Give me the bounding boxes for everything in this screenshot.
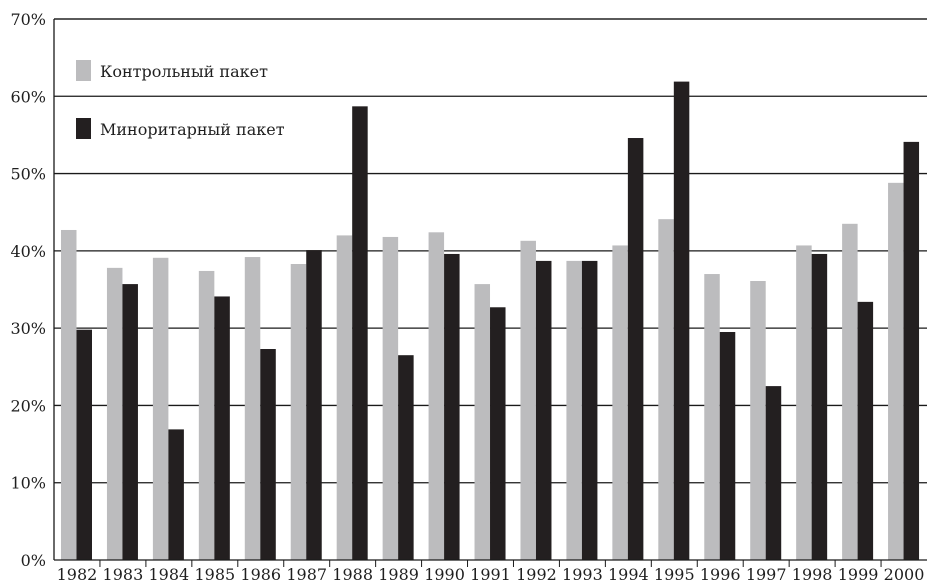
bar-control xyxy=(888,182,904,561)
bar-minority xyxy=(627,138,644,560)
legend-swatch-minority xyxy=(76,118,91,139)
y-tick-label: 20% xyxy=(10,396,46,415)
y-tick-label: 60% xyxy=(10,87,46,106)
x-tick-label: 1995 xyxy=(654,565,695,582)
axes xyxy=(53,18,927,561)
x-tick-label: 1988 xyxy=(332,565,373,582)
bar-minority xyxy=(811,253,828,560)
bar-minority xyxy=(306,250,322,560)
x-tick-label: 1982 xyxy=(57,565,98,582)
bar-minority xyxy=(214,296,230,560)
bar-control xyxy=(796,245,812,560)
x-tick-label: 1999 xyxy=(838,565,879,582)
x-axis-ticks: 1982 1983 1984 1985 1986 1987 1988 1989 1990 1991… xyxy=(57,560,925,582)
bar-control xyxy=(842,223,858,561)
bar-control xyxy=(612,245,628,560)
bar-control xyxy=(750,280,766,560)
bar-minority xyxy=(122,284,138,560)
y-tick-label: 40% xyxy=(10,242,46,261)
bar-minority xyxy=(903,141,920,561)
bar-minority xyxy=(535,260,552,560)
x-tick-label: 1998 xyxy=(792,565,833,582)
x-tick-label: 1994 xyxy=(608,565,649,582)
x-tick-label: 1985 xyxy=(194,565,235,582)
bar-control xyxy=(382,236,399,560)
x-tick-label: 1983 xyxy=(103,565,144,582)
bar-control xyxy=(520,240,536,560)
bar-control xyxy=(106,267,123,560)
bar-minority xyxy=(673,81,690,560)
bar-minority xyxy=(398,355,414,560)
x-tick-label: 1996 xyxy=(700,565,741,582)
bar-control xyxy=(658,219,674,561)
bar-minority xyxy=(490,307,506,560)
legend-label-control: Контрольный пакет xyxy=(100,62,268,81)
bar-control xyxy=(152,257,169,560)
bar-control xyxy=(61,229,77,561)
bar-control xyxy=(290,263,307,560)
bar-control xyxy=(198,270,215,560)
bar-minority xyxy=(260,349,276,560)
y-tick-label: 10% xyxy=(10,474,46,493)
bar-control xyxy=(244,257,261,560)
bar-minority xyxy=(444,253,460,560)
x-tick-label: 1986 xyxy=(240,565,281,582)
bar-minority xyxy=(76,329,92,560)
legend: Контрольный пакет Миноритарный пакет xyxy=(76,60,285,139)
bar-control xyxy=(428,232,445,560)
x-tick-label: 1984 xyxy=(149,565,190,582)
x-tick-label: 2000 xyxy=(884,565,925,582)
x-tick-label: 1987 xyxy=(286,565,327,582)
x-tick-label: 1993 xyxy=(562,565,603,582)
bar-control xyxy=(336,235,353,560)
y-tick-label: 0% xyxy=(21,551,46,570)
y-tick-label: 30% xyxy=(10,319,46,338)
x-tick-label: 1991 xyxy=(470,565,511,582)
bar-minority xyxy=(719,332,736,560)
bar-minority xyxy=(352,106,368,560)
y-tick-label: 70% xyxy=(10,10,46,29)
bar-minority xyxy=(581,260,598,560)
x-tick-label: 1989 xyxy=(378,565,419,582)
y-tick-label: 50% xyxy=(10,165,46,184)
y-axis-ticks: 0% 10% 20% 30% 40% 50% 60% 70% xyxy=(10,10,46,570)
bar-control xyxy=(566,260,582,560)
legend-label-minority: Миноритарный пакет xyxy=(100,120,285,139)
legend-swatch-control xyxy=(76,60,91,81)
x-tick-label: 1997 xyxy=(746,565,787,582)
bar-minority xyxy=(857,301,874,560)
bars xyxy=(61,81,920,561)
bar-minority xyxy=(168,429,184,560)
bar-control xyxy=(704,274,720,560)
x-tick-label: 1990 xyxy=(424,565,465,582)
bar-minority xyxy=(765,386,782,560)
x-tick-label: 1992 xyxy=(516,565,557,582)
bar-control xyxy=(474,284,491,560)
